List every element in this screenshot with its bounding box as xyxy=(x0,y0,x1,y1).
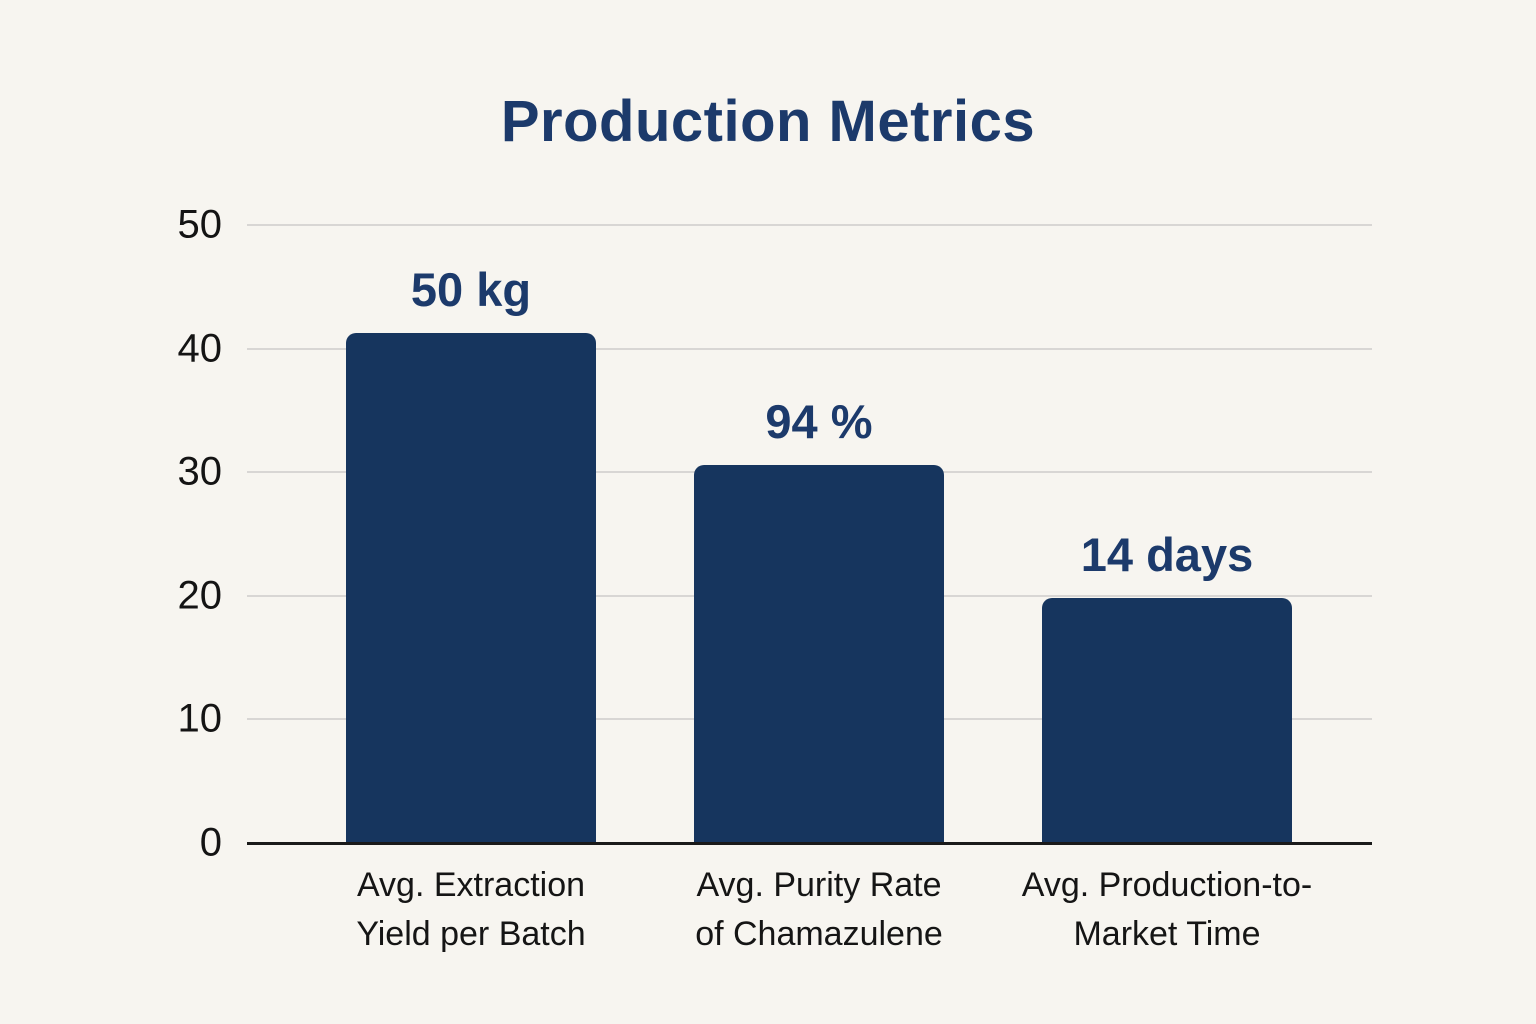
plot-area: 0 10 20 30 40 50 50 kg 94 % 14 days Avg. Extrac… xyxy=(178,203,1372,953)
category-label-2: Avg. Purity Rate of Chamazulene xyxy=(695,866,943,954)
bar-value-label-3: 14 days xyxy=(1080,528,1254,582)
bar-3 xyxy=(1042,598,1292,843)
category-label-1: Avg. Extraction Yield per Batch xyxy=(356,866,586,954)
category-label-3: Avg. Production-to- Market Time xyxy=(1021,866,1313,954)
y-tick-label-50: 50 xyxy=(177,202,223,247)
x-axis-line xyxy=(247,842,1372,845)
y-tick-label-30: 30 xyxy=(177,449,223,494)
chart-title: Production Metrics xyxy=(500,89,1036,154)
y-tick-label-40: 40 xyxy=(177,326,223,371)
bar-1 xyxy=(346,332,596,843)
bar-value-label-2: 94 % xyxy=(765,394,873,448)
gridline-50 xyxy=(247,224,1372,226)
y-tick-label-20: 20 xyxy=(177,573,223,618)
bar-2 xyxy=(694,464,944,843)
y-tick-label-10: 10 xyxy=(177,696,223,741)
gridline-40 xyxy=(247,347,1372,350)
bar-value-label-1: 50 kg xyxy=(410,262,532,316)
y-tick-label-0: 0 xyxy=(199,820,222,865)
